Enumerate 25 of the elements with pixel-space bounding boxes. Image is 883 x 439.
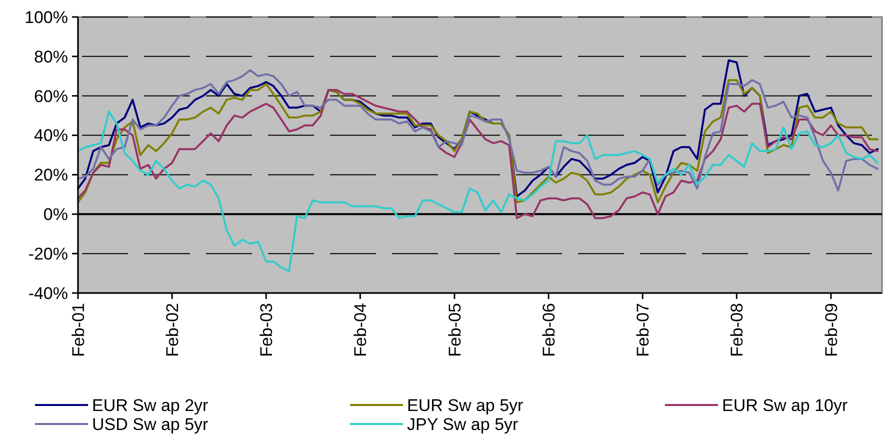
legend-label: USD Sw ap 5yr (92, 414, 209, 434)
x-tick-label: Feb-09 (822, 303, 841, 357)
y-tick-label: 100% (24, 8, 68, 27)
x-tick-label: Feb-07 (634, 303, 653, 357)
legend-label: JPY Sw ap 5yr (407, 414, 519, 434)
y-tick-label: 80% (34, 47, 68, 66)
legend-label: EUR Sw ap 2yr (92, 396, 209, 415)
x-tick-label: Feb-02 (163, 303, 182, 357)
x-tick-label: Feb-06 (539, 303, 558, 357)
x-tick-label: Feb-03 (257, 303, 276, 357)
y-tick-label: 0% (43, 205, 68, 224)
line-series (77, 79, 879, 204)
x-tick-label: Feb-08 (728, 303, 747, 357)
y-tick-label: 60% (34, 86, 68, 106)
y-tick-label: 20% (34, 166, 68, 185)
y-tick-label: 40% (34, 126, 68, 146)
line-series (77, 88, 879, 220)
line-series (77, 110, 879, 272)
legend-label: EUR Sw ap 5yr (407, 396, 524, 415)
x-tick-label: Feb-04 (351, 303, 370, 357)
y-tick-label: -20% (28, 244, 68, 264)
y-tick-label: -40% (28, 284, 68, 303)
x-tick-label: Feb-05 (445, 303, 464, 357)
legend-label: EUR Sw ap 10yr (722, 396, 848, 415)
x-tick-label: Feb-01 (68, 303, 88, 357)
